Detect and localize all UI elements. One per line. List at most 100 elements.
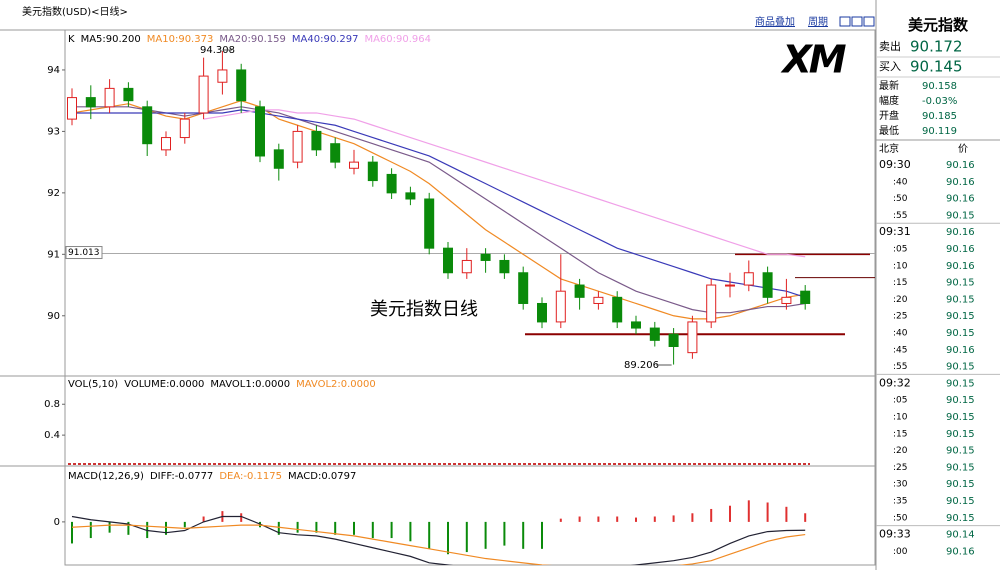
macd-bar <box>277 521 280 535</box>
tick-time: :25 <box>893 463 907 473</box>
quote-value: 90.185 <box>922 111 957 122</box>
legend-entry: MA40:90.297 <box>292 34 359 45</box>
toolbar-icons[interactable] <box>839 16 875 27</box>
candle-body <box>424 198 435 249</box>
macd-bar <box>804 513 807 522</box>
dea-line <box>71 524 806 565</box>
macd-bar <box>729 505 731 522</box>
macd-bar <box>390 521 393 539</box>
macd-bar <box>578 516 581 522</box>
macd-bar <box>71 521 73 544</box>
period-link[interactable]: 周期 <box>808 16 828 28</box>
candle-body <box>743 272 754 286</box>
tick-time: :50 <box>893 194 908 204</box>
macd-bar <box>635 517 637 522</box>
chart-frame <box>64 29 876 566</box>
candle-body <box>593 296 604 304</box>
macd-bar <box>353 521 355 535</box>
tick-time: :35 <box>893 497 907 507</box>
macd-bar <box>127 521 130 535</box>
tick-time: :15 <box>893 278 907 288</box>
candle-body <box>198 75 209 114</box>
legend-entry: MACD(12,26,9) <box>68 471 144 482</box>
tick-time: 09:31 <box>879 225 911 238</box>
candle-body <box>405 192 416 200</box>
candle-body <box>67 97 77 120</box>
tick-price: 90.15 <box>946 496 975 507</box>
candle-body <box>480 253 491 261</box>
quote-value: 90.119 <box>922 126 957 137</box>
tick-time: :50 <box>893 513 908 523</box>
candle-body <box>499 259 510 274</box>
tick-price: 90.15 <box>946 328 975 339</box>
tick-price: 90.14 <box>946 530 975 541</box>
tick-time: :20 <box>893 446 908 456</box>
tick-time: :55 <box>893 211 907 221</box>
macd-bar <box>183 521 186 528</box>
tick-price: 90.15 <box>946 278 975 289</box>
y-tick-label: 94 <box>47 65 60 76</box>
tick-time: :05 <box>893 245 907 255</box>
tick-price: 90.15 <box>946 412 975 423</box>
candle-body <box>236 69 247 102</box>
candle-body <box>574 284 585 298</box>
candle-body <box>762 272 773 298</box>
macd-bar <box>653 516 656 522</box>
candle-body <box>273 149 284 169</box>
tick-price: 90.15 <box>946 395 975 406</box>
macd-bar <box>747 500 750 522</box>
tick-price: 90.16 <box>946 160 975 171</box>
legend-entry: MA60:90.964 <box>364 34 431 45</box>
candle-body <box>518 272 529 304</box>
macd-bar <box>465 521 468 553</box>
caption: 美元指数日线 <box>370 299 478 320</box>
overlay-link[interactable]: 商品叠加 <box>755 15 795 28</box>
legend-entry: DEA:-0.1175 <box>219 471 282 482</box>
macd-bar <box>522 521 525 549</box>
logo: XM <box>766 38 860 82</box>
peak-label: 94.308 <box>200 45 235 56</box>
candle-body <box>631 321 641 329</box>
tick-time: :15 <box>893 429 907 439</box>
legend-entry: VOLUME:0.0000 <box>124 379 204 390</box>
window-title: 美元指数(USD)<日线> <box>22 5 128 18</box>
ma-line <box>71 100 806 320</box>
logo-text: XM <box>780 38 846 82</box>
macd-bar <box>766 502 769 522</box>
macd-bar <box>597 516 600 522</box>
y-tick-label: 0.4 <box>44 430 60 441</box>
y-tick-label: 92 <box>47 188 60 199</box>
macd-bar <box>89 521 92 539</box>
macd-bar <box>691 513 694 522</box>
candle-body <box>725 284 735 287</box>
macd-bar <box>165 521 167 535</box>
tick-price: 90.15 <box>946 462 975 473</box>
tick-time: :55 <box>893 362 907 372</box>
quote-label: 买入 <box>879 60 901 73</box>
marker-label: 91.013 <box>68 248 100 258</box>
macd-bar <box>334 521 337 535</box>
side-head: 北京 <box>879 142 899 155</box>
candle-body <box>443 247 453 274</box>
tick-price: 90.15 <box>946 446 975 457</box>
y-tick-label: 0 <box>54 517 60 528</box>
macd-bar <box>710 508 713 522</box>
legend-entry: MA20:90.159 <box>219 34 286 45</box>
candle-body <box>142 106 153 145</box>
macd-bar <box>240 513 243 522</box>
ma-line <box>203 109 806 258</box>
quote-label: 开盘 <box>879 109 899 122</box>
candle-body <box>706 284 717 323</box>
tick-price: 90.16 <box>946 345 975 356</box>
candle-body <box>85 97 96 108</box>
candle-body <box>781 296 792 304</box>
tick-time: :10 <box>893 413 908 423</box>
candle-body <box>123 87 134 102</box>
candle-body <box>367 161 378 182</box>
tick-price: 90.16 <box>946 546 975 557</box>
ma-line <box>72 109 806 298</box>
tick-price: 90.16 <box>946 244 975 255</box>
macd-bar <box>559 518 562 522</box>
candle-body <box>161 137 171 151</box>
